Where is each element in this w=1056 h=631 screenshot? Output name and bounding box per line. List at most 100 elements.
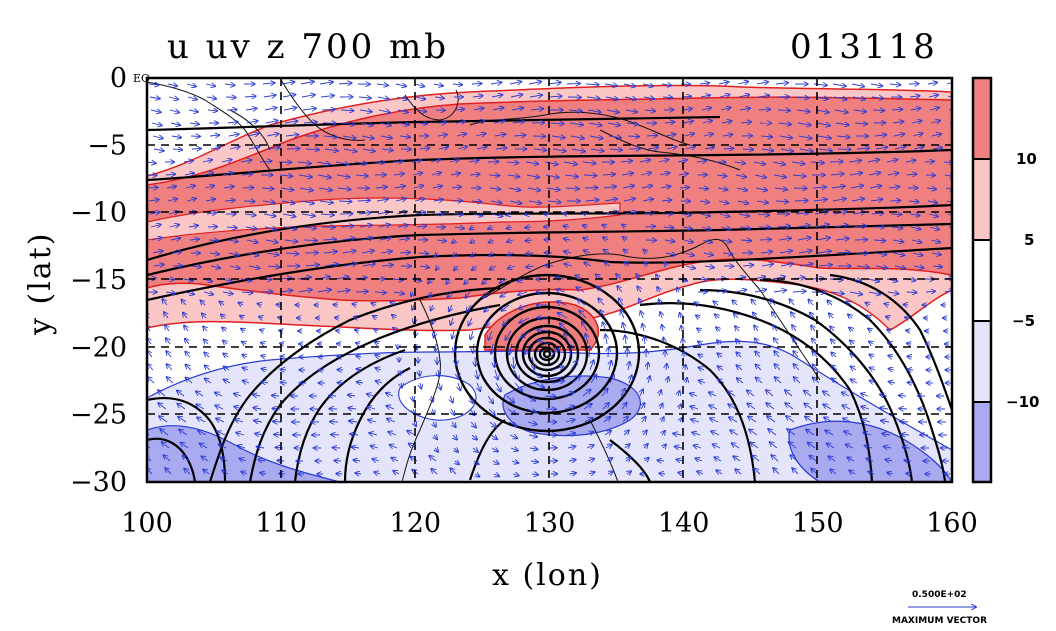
wind-vector-arrow bbox=[756, 82, 768, 84]
wind-vector-arrow bbox=[525, 240, 533, 241]
wind-vector-arrow bbox=[720, 108, 730, 110]
wind-vector-arrow bbox=[647, 147, 658, 149]
wind-vector-arrow bbox=[392, 279, 403, 280]
wind-vector-arrow bbox=[509, 82, 521, 84]
wind-vector-arrow bbox=[663, 338, 664, 345]
wind-vector-arrow bbox=[491, 214, 502, 216]
wind-vector-arrow bbox=[525, 162, 538, 164]
wind-vector-arrow bbox=[779, 251, 792, 253]
wind-vector-arrow bbox=[204, 339, 208, 344]
wind-vector-arrow bbox=[690, 406, 699, 409]
wind-vector-arrow bbox=[563, 213, 569, 214]
wind-vector-arrow bbox=[418, 253, 428, 254]
wind-vector-arrow bbox=[526, 253, 534, 254]
wind-vector-arrow bbox=[565, 188, 579, 189]
wind-vector-arrow bbox=[905, 160, 916, 162]
wind-vector-arrow bbox=[376, 84, 388, 85]
wind-vector-arrow bbox=[242, 355, 247, 357]
wind-vector-arrow bbox=[709, 405, 718, 409]
wind-vector-arrow bbox=[787, 429, 796, 436]
wind-vector-arrow bbox=[513, 369, 519, 380]
wind-vector-arrow bbox=[337, 188, 351, 189]
wind-vector-arrow bbox=[810, 313, 814, 319]
wind-vector-arrow bbox=[398, 123, 409, 125]
wind-vector-arrow bbox=[928, 95, 938, 97]
wind-vector-arrow bbox=[786, 416, 795, 423]
wind-vector-arrow bbox=[718, 82, 728, 84]
wind-vector-arrow bbox=[555, 277, 565, 279]
wind-vector-arrow bbox=[379, 238, 391, 240]
wind-vector-arrow bbox=[796, 225, 810, 227]
wind-vector-arrow bbox=[679, 404, 681, 409]
wind-vector-arrow bbox=[792, 175, 806, 176]
wind-vector-arrow bbox=[168, 97, 178, 99]
wind-vector-arrow bbox=[396, 97, 407, 99]
wind-vector-arrow bbox=[222, 327, 226, 331]
wind-vector-arrow bbox=[488, 408, 495, 415]
wind-vector-arrow bbox=[510, 95, 522, 97]
wind-vector-arrow bbox=[698, 367, 705, 370]
wind-vector-arrow bbox=[521, 330, 531, 338]
wind-vector-arrow bbox=[550, 123, 564, 124]
wind-vector-arrow bbox=[546, 188, 560, 190]
wind-vector-arrow bbox=[735, 175, 746, 177]
wind-vector-arrow bbox=[471, 253, 477, 257]
wind-vector-arrow bbox=[888, 343, 892, 344]
wind-vector-arrow bbox=[221, 314, 225, 318]
wind-vector-arrow bbox=[602, 174, 615, 175]
wind-vector-arrow bbox=[641, 403, 645, 410]
wind-vector-arrow bbox=[848, 314, 852, 318]
wind-vector-arrow bbox=[450, 317, 453, 325]
wind-vector-arrow bbox=[393, 328, 397, 331]
wind-vector-arrow bbox=[280, 356, 286, 357]
wind-vector-arrow bbox=[659, 299, 661, 306]
wind-vector-arrow bbox=[893, 134, 904, 136]
wind-vector-arrow bbox=[604, 262, 611, 266]
wind-vector-arrow bbox=[246, 240, 258, 242]
wind-vector-arrow bbox=[740, 122, 751, 123]
wind-vector-arrow bbox=[338, 201, 352, 202]
wind-vector-arrow bbox=[621, 173, 633, 175]
wind-vector-arrow bbox=[147, 364, 154, 371]
wind-vector-arrow bbox=[503, 317, 511, 325]
wind-vector-arrow bbox=[891, 227, 902, 228]
wind-vector-arrow bbox=[889, 382, 896, 383]
wind-vector-arrow bbox=[642, 84, 653, 86]
wind-vector-arrow bbox=[205, 84, 215, 86]
wind-vector-arrow bbox=[415, 212, 425, 214]
wind-vector-arrow bbox=[360, 238, 373, 240]
wind-vector-arrow bbox=[527, 422, 537, 424]
wind-vector-arrow bbox=[223, 340, 227, 344]
wind-vector-arrow bbox=[238, 446, 246, 448]
wind-vector-arrow bbox=[454, 343, 455, 352]
wind-vector-arrow bbox=[316, 162, 330, 164]
wind-vector-arrow bbox=[490, 201, 501, 203]
wind-vector-arrow bbox=[606, 110, 619, 112]
wind-vector-arrow bbox=[551, 136, 565, 138]
wind-vector-arrow bbox=[844, 431, 853, 435]
wind-vector-arrow bbox=[335, 277, 349, 279]
x-axis-label: x (lon) bbox=[492, 558, 603, 593]
wind-vector-arrow bbox=[585, 84, 599, 85]
wind-vector-arrow bbox=[280, 369, 287, 370]
wind-vector-arrow bbox=[518, 292, 528, 295]
wind-vector-arrow bbox=[812, 339, 816, 345]
wind-vector-arrow bbox=[348, 408, 357, 409]
wind-vector-arrow bbox=[640, 173, 651, 175]
wind-vector-arrow bbox=[911, 121, 922, 123]
wind-vector-arrow bbox=[924, 161, 934, 162]
wind-vector-arrow bbox=[607, 123, 620, 125]
wind-vector-arrow bbox=[711, 431, 720, 435]
wind-vector-arrow bbox=[813, 199, 827, 201]
wind-vector-arrow bbox=[728, 391, 736, 397]
wind-vector-arrow bbox=[797, 123, 811, 125]
wind-vector-arrow bbox=[766, 390, 774, 397]
wind-vector-arrow bbox=[886, 317, 890, 318]
wind-vector-arrow bbox=[167, 377, 174, 384]
wind-vector-arrow bbox=[413, 186, 423, 188]
wind-vector-arrow bbox=[817, 251, 831, 253]
wind-vector-arrow bbox=[362, 149, 375, 151]
wind-vector-arrow bbox=[870, 199, 882, 201]
wind-vector-arrow bbox=[681, 326, 682, 332]
wind-vector-arrow bbox=[519, 317, 530, 323]
